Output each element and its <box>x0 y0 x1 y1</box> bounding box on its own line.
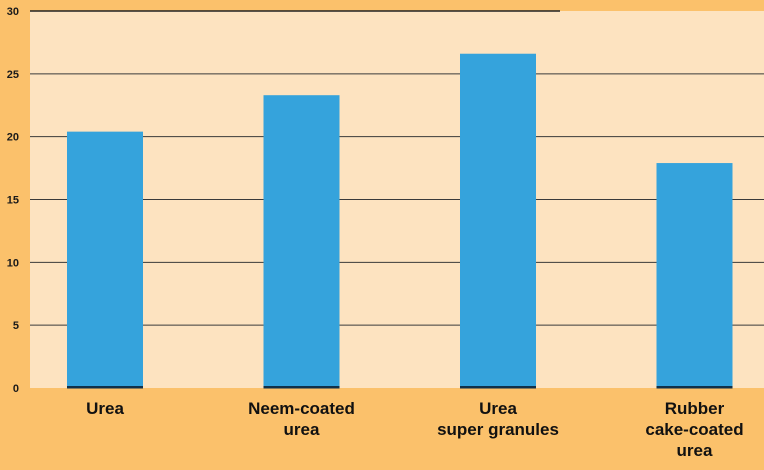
y-tick-label: 20 <box>7 132 19 144</box>
y-tick-label: 15 <box>7 195 19 207</box>
bar-base <box>656 386 733 389</box>
gridlines <box>30 10 764 326</box>
x-category-label: super granules <box>437 420 559 439</box>
bar-base <box>263 386 340 389</box>
bar <box>263 95 340 389</box>
y-tick-label: 25 <box>7 69 19 81</box>
x-category-label: urea <box>284 420 320 439</box>
x-category-label: Rubber <box>665 399 725 418</box>
y-tick-label: 0 <box>13 383 19 395</box>
y-axis-ticks: 0 5 10 15 20 25 30 <box>7 6 19 395</box>
bar-base <box>67 386 143 389</box>
y-tick-label: 10 <box>7 257 19 269</box>
bar <box>656 163 733 388</box>
bars-group <box>67 53 733 389</box>
x-category-label: cake-coated <box>645 420 743 439</box>
x-category-label: Urea <box>86 399 124 418</box>
x-category-label: Neem-coated <box>248 399 355 418</box>
x-category-label: Urea <box>479 399 517 418</box>
y-tick-label: 30 <box>7 6 19 18</box>
bar-base <box>460 386 536 389</box>
bar <box>460 53 536 389</box>
x-axis-labels: Urea Neem-coated urea Urea super granules Rub… <box>86 399 744 460</box>
x-category-label: urea <box>677 441 713 460</box>
y-tick-label: 5 <box>13 320 19 332</box>
bar <box>67 131 143 388</box>
